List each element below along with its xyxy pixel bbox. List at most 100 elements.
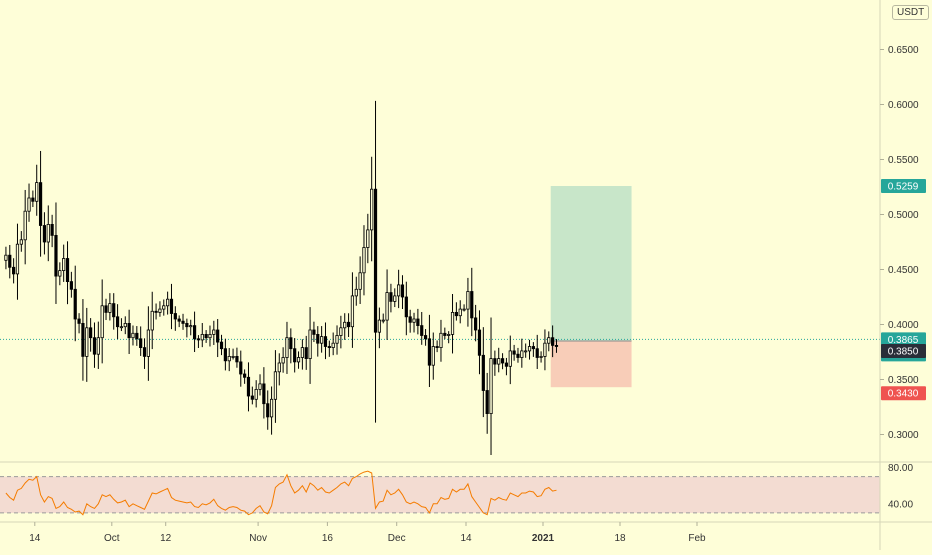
candle xyxy=(189,319,193,336)
candle-body xyxy=(177,318,181,322)
candle-body xyxy=(227,355,231,362)
candle xyxy=(139,326,143,356)
candle xyxy=(142,338,147,369)
candle xyxy=(158,301,162,317)
candle xyxy=(31,190,35,208)
time-tick-label: Dec xyxy=(388,533,406,544)
candle-body xyxy=(173,313,177,320)
candle-body xyxy=(185,322,189,328)
candle-body xyxy=(235,355,239,363)
candle xyxy=(166,291,170,315)
candle xyxy=(223,338,227,371)
candle-body xyxy=(146,329,150,357)
candle xyxy=(185,318,189,338)
candle xyxy=(62,244,66,282)
candle-body xyxy=(169,298,174,314)
candle xyxy=(466,277,470,327)
candle-body xyxy=(104,305,108,313)
candle xyxy=(524,343,528,358)
profit-zone[interactable] xyxy=(550,186,632,341)
candle-body xyxy=(296,357,301,363)
candle-body xyxy=(12,266,16,275)
price-tick-label: 0.5000 xyxy=(888,210,919,221)
candle-body xyxy=(277,362,281,373)
candle-body xyxy=(219,341,224,350)
candle-body xyxy=(189,325,193,328)
candle-body xyxy=(543,342,547,357)
currency-badge[interactable]: USDT xyxy=(892,5,930,20)
candle xyxy=(208,325,212,347)
candle xyxy=(323,322,328,360)
candle-body xyxy=(115,316,120,328)
candle xyxy=(420,311,424,345)
candle xyxy=(554,339,559,353)
candle-body xyxy=(73,288,77,320)
entry-label-text: 0.3850 xyxy=(888,347,919,358)
candle-body xyxy=(300,347,304,358)
candle xyxy=(296,351,301,369)
candle xyxy=(204,330,208,343)
time-axis[interactable]: 14 Oct 12 Nov 16 Dec 14 2021 18 Feb xyxy=(29,522,706,544)
candle xyxy=(443,327,447,340)
candle xyxy=(239,350,243,387)
candle-body xyxy=(65,258,70,283)
candle-body xyxy=(320,336,324,344)
candle-body xyxy=(462,308,466,311)
candle-body xyxy=(551,337,555,346)
candle-body xyxy=(454,311,458,317)
candle xyxy=(516,347,520,363)
candle xyxy=(12,258,16,284)
candle xyxy=(343,313,347,340)
candle xyxy=(327,340,331,357)
candle xyxy=(346,313,351,338)
candle xyxy=(535,334,539,370)
candle xyxy=(27,183,31,222)
candle xyxy=(212,320,216,345)
candle-body xyxy=(420,325,424,336)
candle-body xyxy=(135,332,139,340)
price-pane[interactable] xyxy=(0,100,880,456)
candle-body xyxy=(42,225,47,243)
candle xyxy=(439,319,443,362)
candle-body xyxy=(304,347,308,360)
candle-body xyxy=(266,403,270,418)
loss-zone[interactable] xyxy=(550,341,632,388)
candle xyxy=(219,334,224,356)
candle xyxy=(435,340,439,353)
candle xyxy=(366,213,370,264)
candle-body xyxy=(281,357,285,364)
candle xyxy=(393,288,397,308)
price-axis[interactable]: 0.6500 0.6000 0.5500 0.5000 0.4500 0.4000 0.35… xyxy=(880,45,919,441)
candle-body xyxy=(81,322,85,357)
candle xyxy=(423,329,428,346)
candle xyxy=(19,231,23,252)
candle-body xyxy=(312,329,316,335)
candle xyxy=(358,256,362,304)
candle xyxy=(227,348,231,372)
candle xyxy=(15,223,20,300)
candle xyxy=(331,332,335,356)
candle-body xyxy=(119,326,124,329)
candle-body xyxy=(539,355,543,358)
candle xyxy=(450,293,455,354)
candle xyxy=(427,314,432,387)
price-tick-label: 0.3500 xyxy=(888,375,919,386)
candle-body xyxy=(108,303,112,313)
candle-body xyxy=(35,182,39,202)
candle xyxy=(169,283,174,330)
candle xyxy=(304,335,308,370)
candle-body xyxy=(443,332,447,336)
candle xyxy=(385,269,389,340)
candle xyxy=(235,347,239,368)
candle xyxy=(135,326,139,346)
take-profit-label-bg xyxy=(881,179,926,194)
candle xyxy=(77,313,81,334)
candle-body xyxy=(458,308,462,317)
candle xyxy=(131,325,135,346)
candle-body xyxy=(58,270,62,277)
candle xyxy=(127,309,131,355)
